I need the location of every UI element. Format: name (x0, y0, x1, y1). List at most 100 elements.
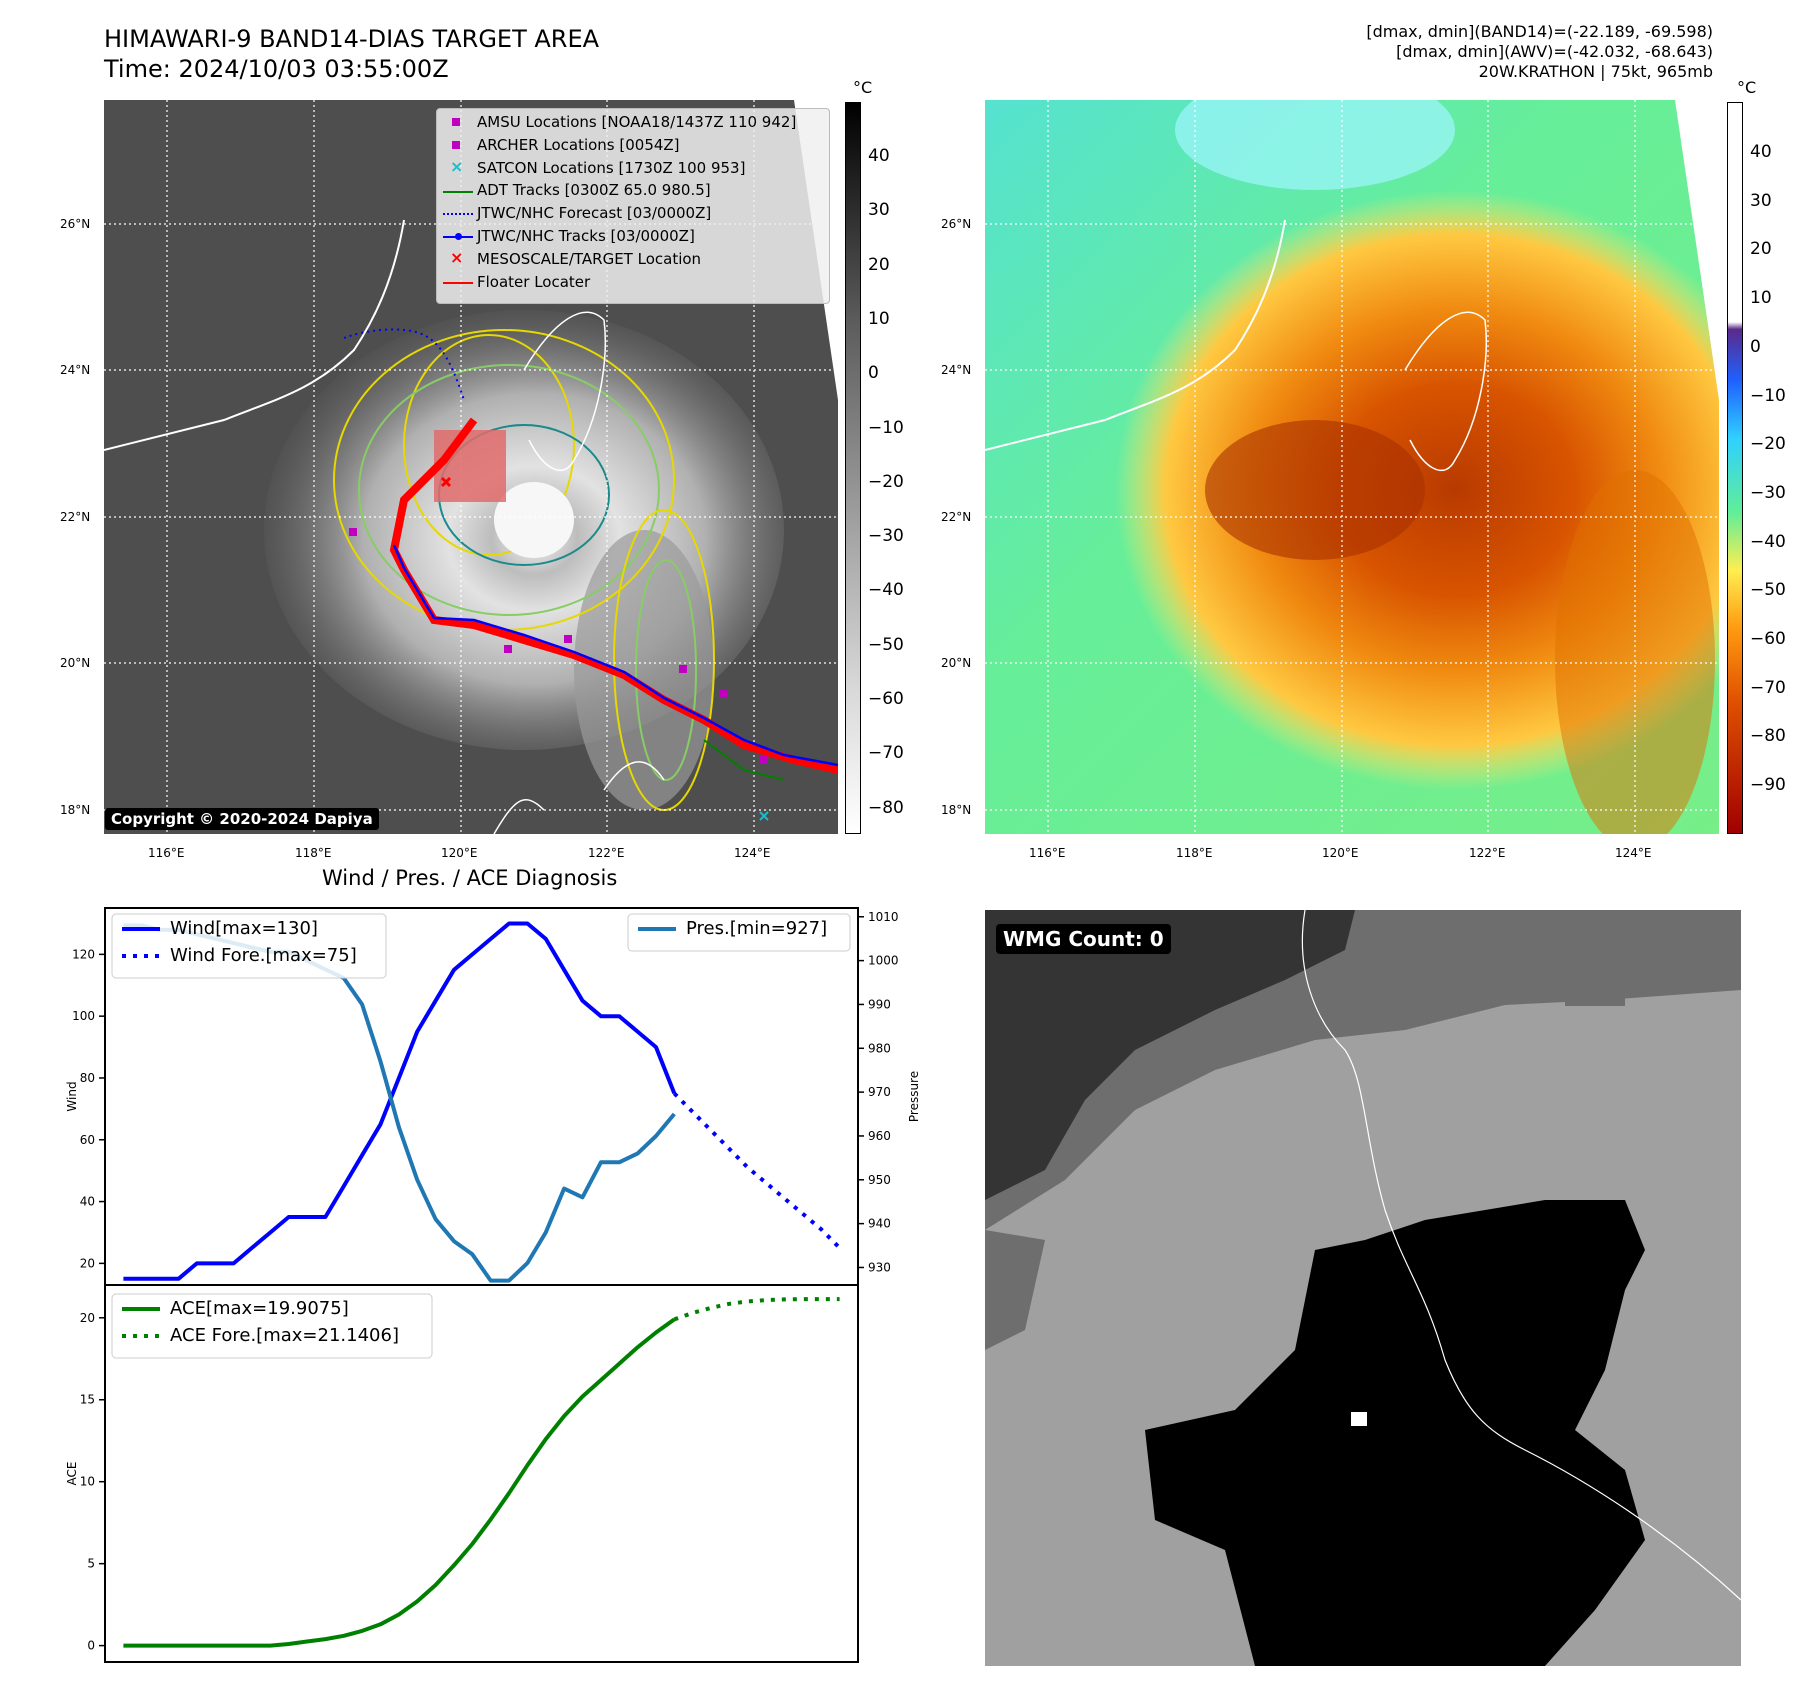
ace-tick-label: 5 (87, 1557, 95, 1571)
ir-lat-label: 24°N (60, 363, 91, 377)
awv-lon-label: 120°E (1322, 846, 1359, 860)
pressure-series-line (123, 923, 676, 1283)
wind-tick-label: 20 (80, 1256, 95, 1270)
awv-colorbar-tick: 20 (1750, 239, 1772, 260)
ace-legend-label: ACE Fore.[max=21.1406] (170, 1325, 399, 1346)
awv-lon-label: 118°E (1176, 846, 1213, 860)
ir-colorbar-tick: 0 (868, 363, 879, 384)
awv-lat-label: 24°N (941, 363, 972, 377)
awv-colorbar-tick: 10 (1750, 288, 1772, 309)
awv-colorbar-tick: −40 (1750, 531, 1786, 552)
ace-legend-label: ACE[max=19.9075] (170, 1298, 349, 1319)
ace-tick-label: 0 (87, 1639, 95, 1653)
ace-axes-frame (104, 1284, 859, 1663)
awv-lon-label: 122°E (1469, 846, 1506, 860)
info-line-3: 20W.KRATHON | 75kt, 965mb (1478, 62, 1713, 81)
wind-tick-label: 120 (72, 947, 95, 961)
wind-series-line (123, 921, 677, 1281)
ir-colorbar-tick: −60 (868, 689, 904, 709)
pressure-tick-label: 970 (868, 1085, 891, 1099)
title-line-1: HIMAWARI-9 BAND14-DIAS TARGET AREA (104, 25, 600, 53)
wind-axis-label: Wind (65, 1081, 79, 1111)
ir-colorbar-tick: −70 (868, 743, 904, 764)
awv-lat-label: 26°N (941, 217, 972, 231)
ace-forecast-line (673, 1297, 840, 1322)
wmg-count-badge: WMG Count: 0 (996, 924, 1171, 954)
ace-tick-label: 15 (80, 1393, 95, 1407)
legend-item-archer: ARCHER Locations [0054Z] (437, 134, 829, 157)
awv-lon-label: 116°E (1029, 846, 1066, 860)
info-line-2: [dmax, dmin](AWV)=(-42.032, -68.643) (1396, 42, 1713, 61)
ace-tick-label: 20 (80, 1311, 95, 1325)
pressure-legend (627, 913, 851, 952)
wind-tick-label: 40 (80, 1195, 95, 1209)
ir-lon-label: 118°E (295, 846, 332, 860)
copyright-badge: Copyright © 2020-2024 Dapiya (105, 808, 379, 830)
storm-info: [dmax, dmin](BAND14)=(-22.189, -69.598) … (1366, 22, 1713, 82)
target-area-box (434, 430, 506, 502)
awv-colorbar-tick: −20 (1750, 434, 1786, 455)
awv-colorbar-tick: −10 (1750, 385, 1786, 406)
floater-track (389, 417, 838, 774)
title-line-2: Time: 2024/10/03 03:55:00Z (104, 55, 449, 83)
ir-lon-label: 124°E (734, 846, 771, 860)
wind-tick-label: 100 (72, 1009, 95, 1023)
pressure-tick-label: 960 (868, 1129, 891, 1143)
pressure-tick-label: 990 (868, 997, 891, 1011)
pressure-axis-label: Pressure (907, 1071, 921, 1122)
ir-lon-label: 116°E (148, 846, 185, 860)
wind-legend-label: Wind Fore.[max=75] (170, 945, 357, 966)
pressure-tick-label: 940 (868, 1217, 891, 1231)
ir-colorbar (845, 102, 861, 834)
awv-colorbar-tick: 0 (1750, 336, 1761, 357)
ace-series-line (123, 1317, 676, 1648)
awv-colorbar-tick: −90 (1750, 775, 1786, 796)
ir-colorbar-tick: −40 (868, 580, 904, 601)
awv-colorbar-tick: −70 (1750, 677, 1786, 698)
ace-tick-label: 10 (80, 1475, 95, 1489)
awv-colorbar-tick: −60 (1750, 629, 1786, 649)
diagnosis-title: Wind / Pres. / ACE Diagnosis (322, 866, 618, 890)
awv-colorbar-unit: °C (1737, 78, 1757, 97)
ir-colorbar-tick: 30 (868, 200, 890, 221)
awv-colorbar-tick: −50 (1750, 580, 1786, 601)
wind-tick-label: 80 (80, 1071, 95, 1085)
wind-forecast-line (672, 1091, 842, 1250)
awv-colorbar-tick: −80 (1750, 726, 1786, 747)
legend-item-floater: Floater Locater (437, 271, 829, 294)
pressure-tick-label: 950 (868, 1173, 891, 1187)
pressure-tick-label: 1000 (868, 954, 899, 968)
diagnosis-chart: 2040608010012093094095096097098099010001… (65, 907, 921, 1663)
awv-lon-label: 124°E (1615, 846, 1652, 860)
ir-colorbar-tick: −10 (868, 417, 904, 438)
ir-lat-label: 20°N (60, 656, 91, 670)
awv-colorbar-tick: 30 (1750, 190, 1772, 211)
awv-lat-label: 22°N (941, 510, 972, 524)
awv-lat-label: 20°N (941, 656, 972, 670)
ir-lat-label: 26°N (60, 217, 91, 231)
awv-map (985, 100, 1719, 834)
info-line-1: [dmax, dmin](BAND14)=(-22.189, -69.598) (1366, 22, 1713, 41)
awv-colorbar (1727, 102, 1743, 834)
ir-lat-label: 22°N (60, 510, 91, 524)
ir-colorbar-tick: −30 (868, 526, 904, 547)
pressure-tick-label: 930 (868, 1260, 891, 1274)
ir-colorbar-tick: −80 (868, 797, 904, 818)
ace-legend (111, 1293, 433, 1359)
ir-colorbar-tick: 20 (868, 254, 890, 275)
legend-item-jtwc-tracks: JTWC/NHC Tracks [03/0000Z] (437, 225, 829, 248)
wmg-map (985, 910, 1741, 1666)
adt-track (703, 739, 785, 781)
legend-item-adt: ADT Tracks [0300Z 65.0 980.5] (437, 179, 829, 202)
pressure-tick-label: 980 (868, 1041, 891, 1055)
ir-colorbar-tick: 40 (868, 146, 890, 166)
ir-colorbar-tick: 10 (868, 308, 890, 329)
wind-legend (111, 913, 387, 979)
ir-colorbar-tick: −50 (868, 634, 904, 655)
map-legend: AMSU Locations [NOAA18/1437Z 110 942] AR… (436, 108, 830, 304)
legend-item-amsu: AMSU Locations [NOAA18/1437Z 110 942] (437, 111, 829, 134)
ir-colorbar-tick: −20 (868, 471, 904, 492)
wind-tick-label: 60 (80, 1133, 95, 1147)
awv-lat-label: 18°N (941, 803, 972, 817)
awv-colorbar-tick: −30 (1750, 482, 1786, 503)
